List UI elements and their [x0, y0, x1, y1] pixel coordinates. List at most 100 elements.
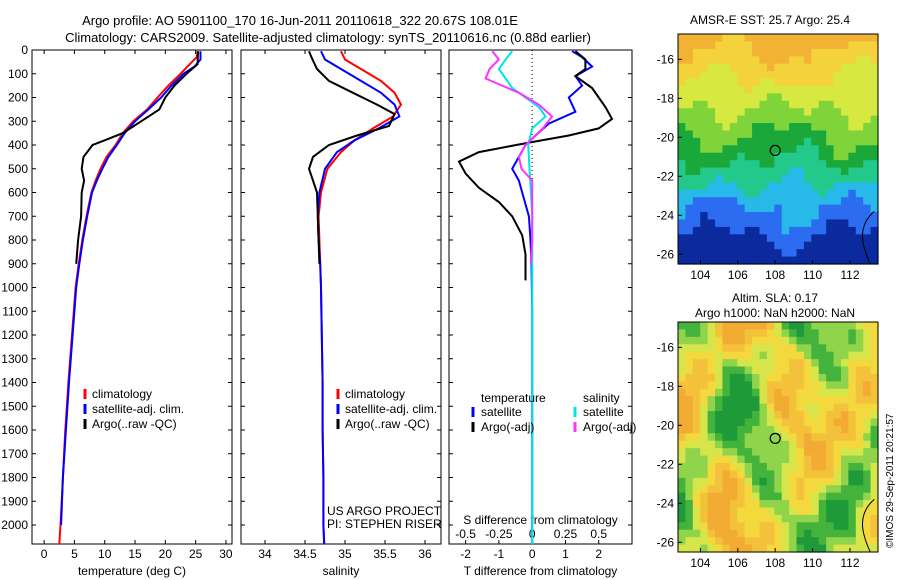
- sla_map-heatmap-cell: [781, 411, 790, 420]
- sst_map-heatmap-cell: [803, 234, 812, 243]
- sst_map-heatmap-cell: [774, 212, 783, 221]
- sla_map-heatmap-cell: [766, 529, 775, 538]
- sla_map-heatmap-cell: [744, 500, 753, 509]
- sst_map-heatmap-cell: [811, 137, 820, 146]
- sst_map-heatmap-cell: [722, 85, 731, 94]
- sla_map-heatmap-cell: [752, 544, 761, 553]
- sla_map-heatmap-cell: [759, 522, 768, 531]
- sst_map-heatmap-cell: [774, 56, 783, 65]
- sla_map-heatmap-cell: [796, 507, 805, 516]
- argo-position-marker: [769, 432, 781, 444]
- sla_map-heatmap-cell: [729, 373, 738, 382]
- sst_map-heatmap-cell: [774, 167, 783, 176]
- sst_map-heatmap-cell: [826, 249, 835, 258]
- sla_map-heatmap-cell: [796, 477, 805, 486]
- sst_map-heatmap-cell: [700, 93, 709, 102]
- sst_map-heatmap-cell: [848, 256, 857, 265]
- sst_map-heatmap-cell: [737, 174, 746, 183]
- sst_map-heatmap-cell: [715, 85, 724, 94]
- sst_map-heatmap-cell: [752, 174, 761, 183]
- sst_map-heatmap-cell: [789, 189, 798, 198]
- sst_map-heatmap-cell: [781, 34, 790, 43]
- sla_map-heatmap-cell: [774, 522, 783, 531]
- sla_map-heatmap-cell: [752, 411, 761, 420]
- sla_map-heatmap-cell: [818, 425, 827, 434]
- sst_map-heatmap-cell: [781, 100, 790, 109]
- sla_map-heatmap-cell: [737, 529, 746, 538]
- sst_map-heatmap-cell: [752, 256, 761, 265]
- sla_map-heatmap-cell: [863, 366, 872, 375]
- sla_map-heatmap-cell: [781, 492, 790, 501]
- sla_map-heatmap-cell: [774, 388, 783, 397]
- sla_map-heatmap-cell: [855, 522, 864, 531]
- sst_map-heatmap-cell: [811, 234, 820, 243]
- sla_map-heatmap-cell: [818, 470, 827, 479]
- sst_map-heatmap-cell: [781, 41, 790, 50]
- sst_map-heatmap-cell: [752, 241, 761, 250]
- sla_map-heatmap-cell: [818, 359, 827, 368]
- sla_map-heatmap-cell: [840, 440, 849, 449]
- sla_map-ytick-label: -20: [657, 418, 675, 432]
- sst_map-heatmap-cell: [729, 219, 738, 228]
- sst_map-heatmap-cell: [707, 160, 716, 169]
- sla_map-heatmap-cell: [692, 373, 701, 382]
- sla_map-heatmap-cell: [722, 351, 731, 360]
- sla_map-heatmap-cell: [789, 514, 798, 523]
- sla_map-heatmap-cell: [774, 403, 783, 412]
- sst_map-heatmap-cell: [752, 115, 761, 124]
- sst_map-heatmap-cell: [863, 234, 872, 243]
- sla_map-heatmap-cell: [781, 336, 790, 345]
- sla_map-heatmap-cell: [818, 455, 827, 464]
- difference-xlabel-temperature: T difference from climatology: [464, 564, 618, 578]
- sst_map-heatmap-cell: [855, 160, 864, 169]
- sst_map-heatmap-cell: [870, 160, 879, 169]
- sst_map-heatmap-cell: [811, 93, 820, 102]
- sst_map-heatmap-cell: [766, 197, 775, 206]
- sla_map-heatmap-cell: [826, 529, 835, 538]
- sla_map-heatmap-cell: [715, 448, 724, 457]
- sla_map-heatmap-cell: [789, 411, 798, 420]
- sst_map-heatmap-cell: [803, 63, 812, 72]
- sst_map-heatmap-cell: [722, 204, 731, 213]
- sla_map-heatmap-cell: [722, 418, 731, 427]
- sla_map-heatmap-cell: [789, 381, 798, 390]
- sla_map-heatmap-cell: [744, 514, 753, 523]
- sla_map-heatmap-cell: [774, 322, 783, 331]
- sst_map-heatmap-cell: [870, 100, 879, 109]
- sst_map-heatmap-cell: [707, 130, 716, 139]
- sst_map-heatmap-cell: [752, 137, 761, 146]
- sla_map-heatmap-cell: [715, 351, 724, 360]
- sst_map-heatmap-cell: [678, 108, 687, 117]
- sst_map-heatmap-cell: [678, 123, 687, 132]
- sla_map-heatmap-cell: [848, 329, 857, 338]
- sla_map-heatmap-cell: [833, 522, 842, 531]
- sst_map-heatmap-cell: [692, 249, 701, 258]
- sst_map-heatmap-cell: [729, 249, 738, 258]
- sla_map-heatmap-cell: [796, 322, 805, 331]
- sst_map-heatmap-cell: [759, 34, 768, 43]
- sla_map-heatmap-cell: [700, 492, 709, 501]
- sst_map-heatmap-cell: [840, 41, 849, 50]
- sst_map-heatmap-cell: [826, 93, 835, 102]
- sst_map-heatmap-cell: [744, 241, 753, 250]
- sla_map-heatmap-cell: [685, 462, 694, 471]
- sla_map-heatmap-cell: [789, 329, 798, 338]
- sla_map-heatmap-cell: [759, 396, 768, 405]
- difference-salinity-tick-label: -0.5: [455, 527, 476, 541]
- sla_map-heatmap-cell: [818, 544, 827, 553]
- sst_map-heatmap-cell: [729, 152, 738, 161]
- sst_map-heatmap-cell: [781, 197, 790, 206]
- sst_map-heatmap-cell: [692, 85, 701, 94]
- sla_map-heatmap-cell: [781, 514, 790, 523]
- sla_map-heatmap-cell: [789, 500, 798, 509]
- sst_map-heatmap-cell: [781, 71, 790, 80]
- sst_map-heatmap-cell: [678, 100, 687, 109]
- sla_map-heatmap-cell: [781, 373, 790, 382]
- sst_map-heatmap-cell: [833, 108, 842, 117]
- sla_map-heatmap-cell: [863, 492, 872, 501]
- sla_map-heatmap-cell: [737, 403, 746, 412]
- sst_map-heatmap-cell: [781, 189, 790, 198]
- sla_map-heatmap-cell: [700, 381, 709, 390]
- sla_map-heatmap-cell: [826, 329, 835, 338]
- sst_map-heatmap-cell: [700, 241, 709, 250]
